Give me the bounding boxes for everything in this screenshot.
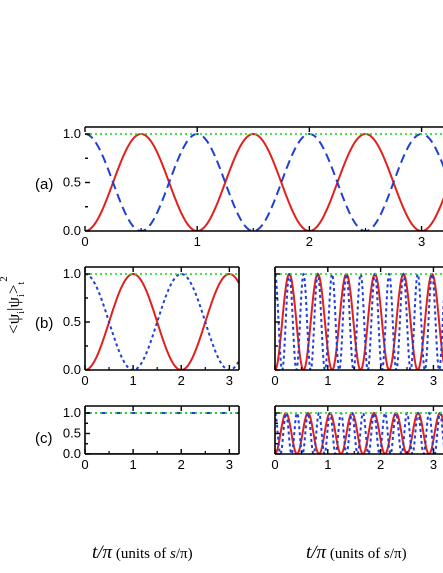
panel-label-a: (a) [35, 176, 53, 193]
x-tick-label: 0 [81, 373, 88, 388]
series-line-1 [275, 411, 443, 454]
series-line-1 [85, 132, 443, 231]
ylabel-sub-i2: i [16, 294, 27, 297]
x-tick-label: 3 [430, 373, 437, 388]
y-tick-label: 1.0 [63, 266, 81, 281]
x-tick-label: 0 [81, 234, 88, 249]
x-tick-label: 2 [377, 373, 384, 388]
x-tick-label: 0 [271, 457, 278, 472]
panel-label-b: (b) [35, 315, 53, 332]
x-tick-label: 0 [271, 373, 278, 388]
ylabel-sub-i1: i [16, 311, 27, 314]
ylabel-bar: |ψ [4, 297, 23, 311]
series-group [85, 412, 239, 454]
series-line-0 [85, 132, 443, 231]
panel-b-right: 0 1 2 3 [271, 266, 443, 388]
ylabel-close: > [4, 285, 23, 295]
panel-c-left: 0 1 2 3 0.0 0.5 1.0 [63, 405, 240, 472]
panel-a: 0 1 2 3 0.0 0.5 1.0 [63, 126, 443, 249]
x-tick-label: 2 [178, 457, 185, 472]
x-tick-label: 2 [306, 234, 313, 249]
series-line-0 [85, 273, 240, 370]
series-line-1 [275, 272, 443, 370]
x-tick-label: 3 [226, 373, 233, 388]
y-tick-label: 0.0 [63, 446, 81, 461]
x-tick-label: 3 [418, 234, 425, 249]
panel-label-c: (c) [35, 430, 53, 447]
y-tick-label: 0.0 [63, 223, 81, 238]
x-tick-label: 2 [377, 457, 384, 472]
x-tick-label: 0 [81, 457, 88, 472]
x-tick-label: 1 [324, 457, 331, 472]
series-group [275, 272, 443, 370]
y-tick-label: 0.5 [63, 175, 81, 190]
series-group [85, 272, 240, 370]
y-tick-label: 0.0 [63, 362, 81, 377]
svg-text:<ψi|ψi>t2: <ψi|ψi>t2 [0, 276, 27, 334]
x-axis-label-left: t/π (units of s/π) [92, 542, 193, 563]
ylabel-sub-t: t [16, 282, 27, 285]
x-tick-label: 2 [178, 373, 185, 388]
x-tick-label: 3 [226, 457, 233, 472]
y-tick-label: 1.0 [63, 405, 81, 420]
series-line-1 [85, 272, 240, 370]
y-tick-label: 0.5 [63, 314, 81, 329]
x-tick-label: 1 [194, 234, 201, 249]
ylabel-sup: 2 [0, 276, 10, 282]
x-axis-label-right: t/π (units of s/π) [306, 542, 407, 563]
y-axis-label: <ψi|ψi>t2 [0, 276, 27, 334]
series-group [275, 411, 443, 454]
series-line-0 [275, 411, 443, 454]
x-tick-label: 1 [324, 373, 331, 388]
x-tick-label: 1 [130, 457, 137, 472]
panel-c-right: 0 1 2 3 [271, 405, 443, 472]
x-tick-label: 3 [430, 457, 437, 472]
y-tick-label: 1.0 [63, 126, 81, 141]
x-tick-label: 1 [130, 373, 137, 388]
panel-b-left: 0 1 2 3 0.0 0.5 1.0 [63, 266, 240, 388]
series-group [85, 132, 443, 231]
y-tick-label: 0.5 [63, 426, 81, 441]
ylabel-open: <ψ [4, 313, 23, 334]
